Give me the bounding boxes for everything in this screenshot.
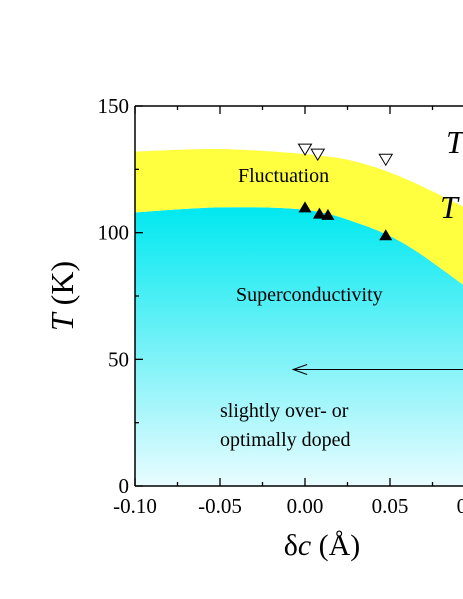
fluctuation-label: Fluctuation — [238, 165, 329, 187]
filled-triangle-marker — [312, 207, 326, 219]
filled-triangle-marker — [298, 201, 312, 213]
tick-labels: -0.10 -0.05 0.00 0.05 0.10 0 50 100 150 — [98, 94, 463, 518]
fluctuation-region — [135, 149, 463, 285]
curve-label-tc: T — [440, 189, 460, 225]
plot-area — [135, 143, 463, 486]
open-triangle-marker — [378, 153, 394, 167]
open-triangle-marker — [310, 148, 326, 162]
y-tick-label: 150 — [98, 94, 130, 118]
y-tick-label: 100 — [98, 221, 130, 245]
x-tick-label: 0.05 — [372, 494, 409, 518]
x-axis-label: δc (Å) — [284, 529, 361, 562]
x-tick-label: -0.10 — [113, 494, 157, 518]
arrow-head — [291, 363, 308, 375]
superconductivity-region — [135, 207, 463, 486]
open-triangle-marker — [297, 143, 313, 157]
curve-label-tc-onset: T — [446, 124, 463, 160]
data-markers — [297, 143, 394, 241]
y-axis-label: T (K) — [44, 261, 80, 331]
filled-triangle-marker — [379, 229, 393, 241]
x-tick-label: 0.00 — [287, 494, 324, 518]
x-tick-label: 0.10 — [457, 494, 463, 518]
y-tick-label: 50 — [108, 347, 129, 371]
y-tick-label: 0 — [119, 474, 130, 498]
doping-label-line1: slightly over- or — [220, 400, 349, 422]
doping-label-line2: optimally doped — [220, 429, 351, 451]
superconductivity-label: Superconductivity — [236, 284, 383, 306]
filled-triangle-marker — [321, 208, 335, 220]
x-tick-label: -0.05 — [198, 494, 242, 518]
